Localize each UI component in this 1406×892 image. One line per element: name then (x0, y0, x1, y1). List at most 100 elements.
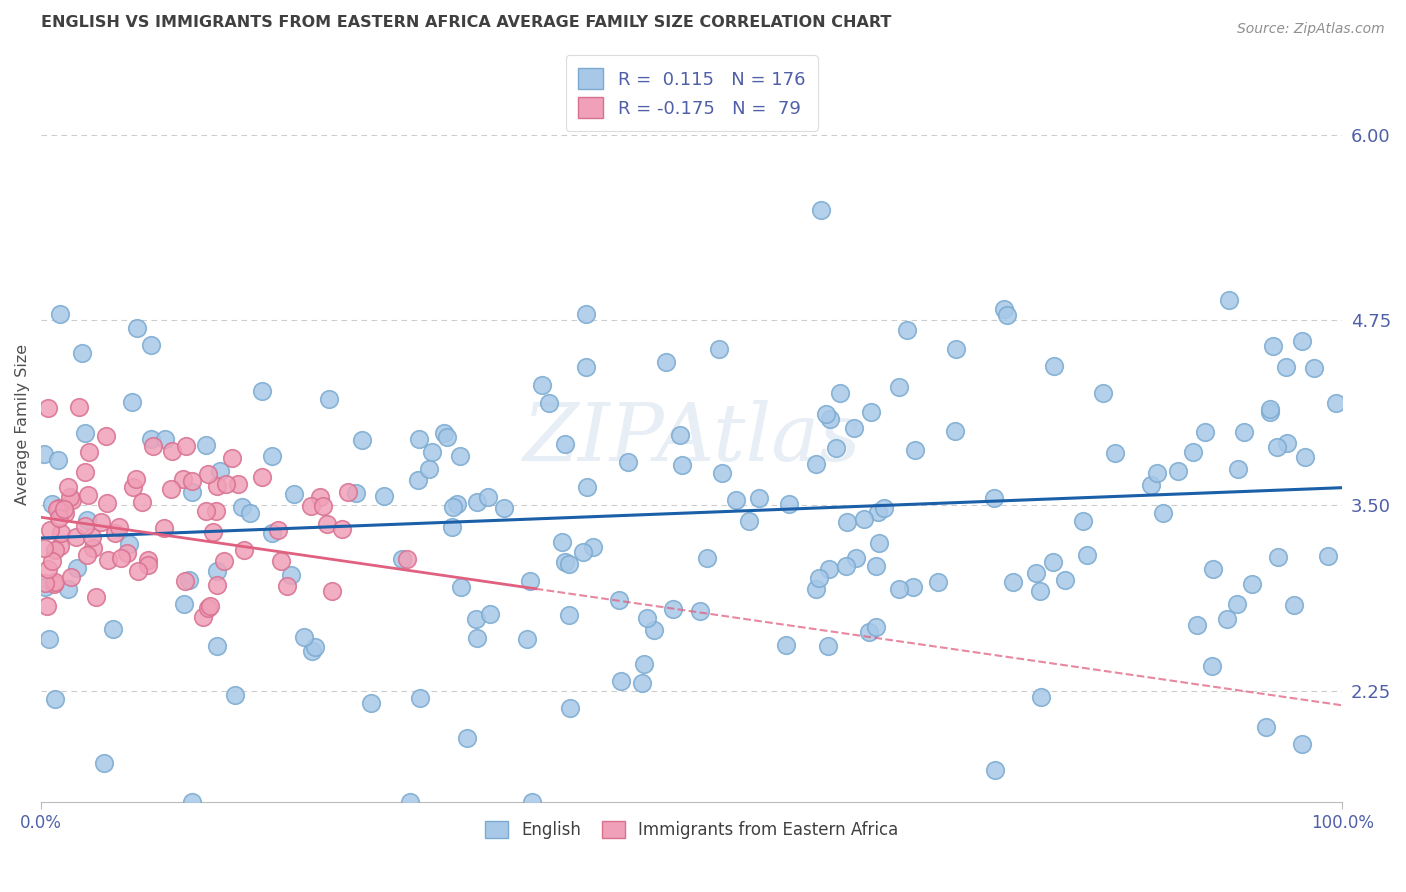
Point (173, 598, 195, 612)
Point (1201, 658, 1223, 673)
Point (204, 504, 226, 518)
Point (177, 573, 200, 587)
Point (1267, 549, 1289, 564)
Point (1233, 425, 1256, 439)
Point (810, 202, 832, 217)
Point (748, 491, 770, 505)
Point (835, 559, 858, 574)
Point (37, 562, 59, 576)
Point (1029, 690, 1052, 704)
Point (1182, 445, 1205, 459)
Point (738, 514, 761, 528)
Point (58, 582, 80, 596)
Point (318, 392, 340, 406)
Point (1316, 549, 1339, 563)
Point (1092, 386, 1115, 401)
Point (35, 599, 58, 613)
Point (58, 491, 80, 505)
Point (32, 447, 55, 461)
Point (122, 480, 145, 494)
Point (75, 519, 97, 533)
Point (350, 433, 373, 447)
Point (575, 480, 598, 494)
Point (53, 507, 76, 521)
Point (174, 439, 197, 453)
Point (778, 497, 800, 511)
Point (131, 495, 153, 509)
Point (44, 576, 66, 591)
Point (450, 580, 472, 594)
Point (817, 639, 839, 653)
Point (141, 337, 163, 351)
Point (373, 489, 395, 503)
Point (304, 640, 326, 654)
Point (181, 485, 204, 500)
Point (636, 611, 658, 625)
Point (181, 795, 204, 809)
Point (181, 474, 204, 488)
Point (283, 487, 305, 501)
Point (983, 491, 1005, 506)
Point (96, 495, 118, 509)
Point (408, 433, 430, 447)
Point (221, 450, 243, 465)
Point (709, 342, 731, 356)
Point (993, 301, 1015, 316)
Point (76, 513, 98, 527)
Point (617, 455, 640, 469)
Point (724, 493, 747, 508)
Point (904, 442, 927, 457)
Point (478, 607, 501, 622)
Point (420, 444, 443, 458)
Point (56, 480, 79, 494)
Point (207, 578, 229, 592)
Point (41, 554, 63, 568)
Legend: English, Immigrants from Eastern Africa: English, Immigrants from Eastern Africa (478, 814, 905, 847)
Point (927, 574, 949, 589)
Point (558, 608, 581, 623)
Point (39, 523, 62, 537)
Point (309, 490, 332, 504)
Point (136, 553, 159, 567)
Point (464, 612, 486, 626)
Point (125, 321, 148, 335)
Point (807, 571, 830, 585)
Point (49, 525, 72, 540)
Point (48, 453, 70, 467)
Point (44, 691, 66, 706)
Point (396, 552, 419, 566)
Point (121, 394, 143, 409)
Point (153, 521, 176, 535)
Point (815, 407, 838, 421)
Point (633, 657, 655, 671)
Point (572, 545, 595, 559)
Point (330, 523, 353, 537)
Point (233, 542, 256, 557)
Point (806, 457, 828, 471)
Point (292, 630, 315, 644)
Point (1275, 436, 1298, 450)
Point (418, 462, 440, 476)
Point (97, 553, 120, 567)
Point (1291, 737, 1313, 751)
Point (945, 424, 967, 438)
Point (70, 346, 93, 360)
Point (53, 501, 76, 516)
Point (34, 575, 56, 590)
Point (399, 795, 422, 809)
Point (1258, 405, 1281, 419)
Point (1227, 462, 1250, 476)
Point (1076, 548, 1098, 562)
Point (1294, 450, 1316, 465)
Point (671, 458, 693, 473)
Point (270, 554, 292, 568)
Point (449, 449, 471, 463)
Point (575, 307, 598, 321)
Point (252, 470, 274, 484)
Point (1216, 612, 1239, 626)
Point (280, 568, 302, 582)
Point (531, 377, 554, 392)
Point (554, 555, 576, 569)
Point (48, 501, 70, 516)
Point (172, 472, 194, 486)
